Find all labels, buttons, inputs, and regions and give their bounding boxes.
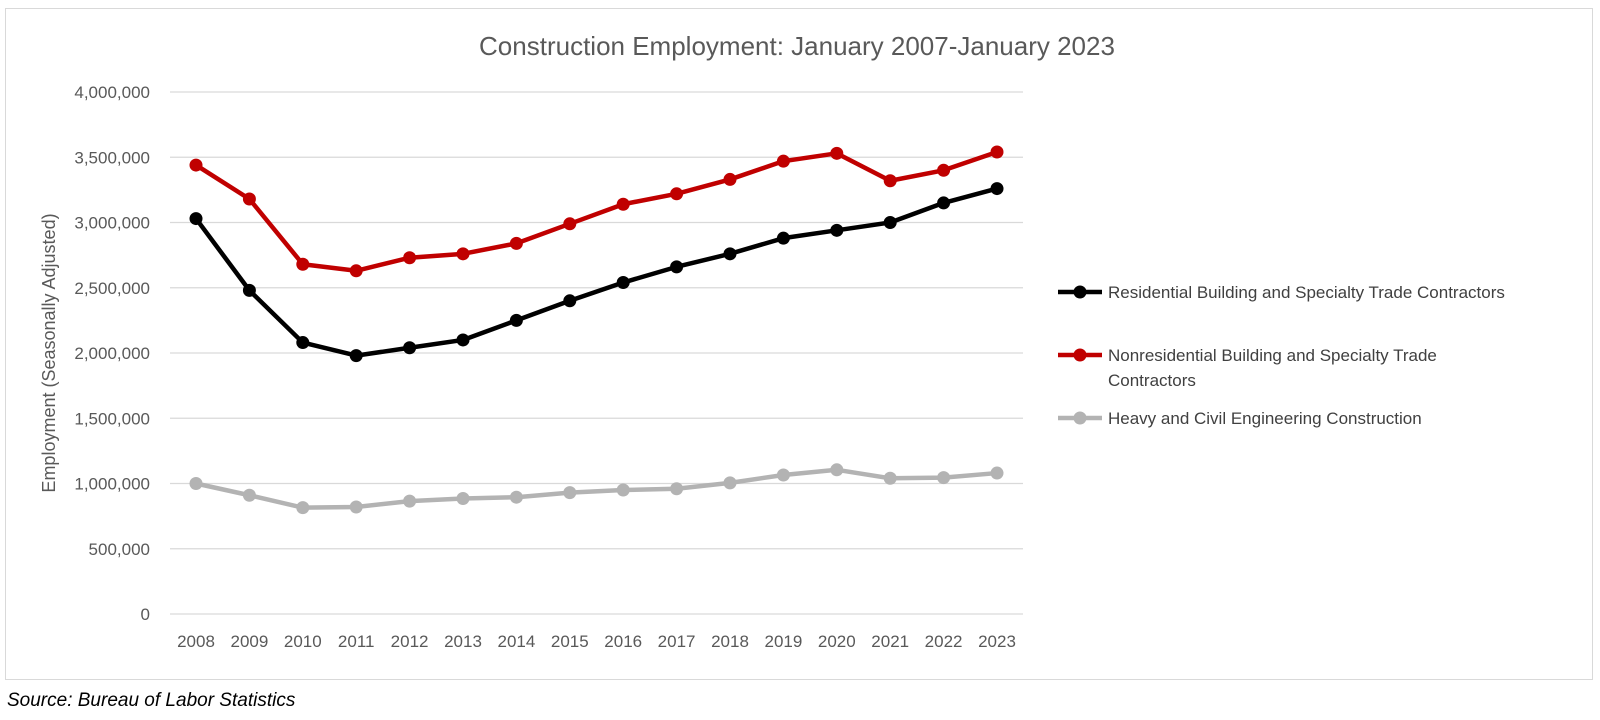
legend-label: Contractors — [1108, 371, 1196, 390]
series-line — [194, 149, 998, 274]
data-point — [189, 212, 203, 226]
data-point — [990, 145, 1004, 159]
x-axis-ticks: 2008 2009 2010 2011 2012 2013 2014 2015 2016 2017… — [177, 632, 1016, 651]
series-nonresidential — [189, 145, 1004, 278]
y-tick-label: 3,500,000 — [74, 148, 150, 167]
data-point — [830, 223, 844, 237]
data-point — [937, 196, 951, 210]
y-tick-label: 2,000,000 — [74, 344, 150, 363]
line-chart: Construction Employment: January 2007-Ja… — [39, 31, 1505, 651]
data-point — [883, 174, 897, 188]
data-point — [563, 486, 577, 500]
data-point — [990, 182, 1004, 196]
x-tick-label: 2021 — [871, 632, 909, 651]
series-line — [195, 467, 998, 510]
data-point — [509, 490, 523, 504]
data-point — [776, 154, 790, 168]
x-tick-label: 2011 — [338, 632, 375, 651]
data-point — [937, 163, 951, 177]
x-tick-label: 2016 — [604, 632, 642, 651]
data-point — [189, 477, 203, 490]
chart-frame — [5, 8, 1593, 680]
legend-label: Nonresidential Building and Specialty Tr… — [1108, 346, 1437, 365]
data-point — [403, 341, 417, 355]
series-lines — [189, 145, 1004, 515]
legend-item: Residential Building and Specialty Trade… — [1058, 283, 1505, 302]
data-point — [670, 260, 684, 274]
data-point — [349, 349, 363, 363]
x-tick-label: 2023 — [978, 632, 1016, 651]
data-point — [937, 471, 951, 485]
y-tick-label: 1,000,000 — [74, 475, 150, 494]
legend-label: Residential Building and Specialty Trade… — [1108, 283, 1505, 302]
data-point — [830, 463, 844, 477]
x-tick-label: 2009 — [230, 632, 268, 651]
legend-item: Nonresidential Building and Specialty Tr… — [1058, 346, 1437, 390]
y-axis-label: Employment (Seasonally Adjusted) — [39, 213, 59, 492]
data-point — [723, 476, 737, 490]
y-tick-label: 4,000,000 — [74, 83, 150, 102]
chart-title: Construction Employment: January 2007-Ja… — [479, 31, 1115, 61]
data-point — [990, 466, 1004, 480]
data-point — [723, 247, 737, 261]
source-note: Source: Bureau of Labor Statistics — [7, 690, 296, 711]
y-tick-label: 1,500,000 — [74, 409, 150, 428]
data-point — [616, 276, 630, 290]
x-tick-label: 2008 — [177, 632, 215, 651]
y-tick-label: 2,500,000 — [74, 279, 150, 298]
data-point — [189, 158, 203, 172]
data-point — [242, 488, 256, 502]
x-tick-label: 2010 — [284, 632, 322, 651]
data-point — [776, 468, 790, 482]
y-tick-label: 0 — [141, 605, 150, 624]
legend-item: Heavy and Civil Engineering Construction — [1058, 409, 1422, 428]
data-point — [509, 313, 523, 327]
series-line — [194, 186, 998, 358]
data-point — [296, 501, 310, 515]
data-point — [509, 236, 523, 250]
data-point — [776, 231, 790, 245]
legend-marker — [1073, 411, 1087, 425]
x-tick-label: 2013 — [444, 632, 482, 651]
data-point — [830, 146, 844, 160]
data-point — [456, 333, 470, 347]
data-point — [883, 216, 897, 229]
data-point — [456, 247, 470, 261]
x-tick-label: 2015 — [551, 632, 589, 651]
data-point — [883, 471, 897, 485]
data-point — [563, 294, 577, 308]
y-tick-label: 3,000,000 — [74, 214, 150, 233]
data-point — [403, 494, 417, 508]
data-point — [242, 192, 256, 206]
data-point — [616, 483, 630, 497]
x-tick-label: 2019 — [764, 632, 802, 651]
data-point — [723, 172, 737, 186]
x-tick-label: 2017 — [658, 632, 696, 651]
data-point — [296, 257, 310, 271]
legend-marker — [1073, 348, 1087, 362]
x-tick-label: 2012 — [391, 632, 429, 651]
y-axis-ticks: 0 500,000 1,000,000 1,500,000 2,000,000 2,500… — [74, 83, 150, 624]
series-residential — [189, 182, 1004, 363]
data-point — [242, 283, 256, 297]
data-point — [670, 482, 684, 496]
data-point — [403, 251, 417, 265]
data-point — [563, 217, 577, 231]
gridlines — [170, 91, 1023, 615]
legend: Residential Building and Specialty Trade… — [1058, 283, 1505, 428]
data-point — [456, 492, 470, 506]
y-tick-label: 500,000 — [89, 540, 150, 559]
x-tick-label: 2014 — [497, 632, 535, 651]
x-tick-label: 2022 — [925, 632, 963, 651]
legend-label: Heavy and Civil Engineering Construction — [1108, 409, 1422, 428]
series-heavy-civil — [189, 463, 1004, 515]
x-tick-label: 2018 — [711, 632, 749, 651]
data-point — [349, 500, 363, 514]
x-tick-label: 2020 — [818, 632, 856, 651]
legend-marker — [1073, 285, 1087, 299]
data-point — [616, 197, 630, 211]
data-point — [670, 187, 684, 201]
data-point — [349, 264, 363, 278]
data-point — [296, 336, 310, 350]
